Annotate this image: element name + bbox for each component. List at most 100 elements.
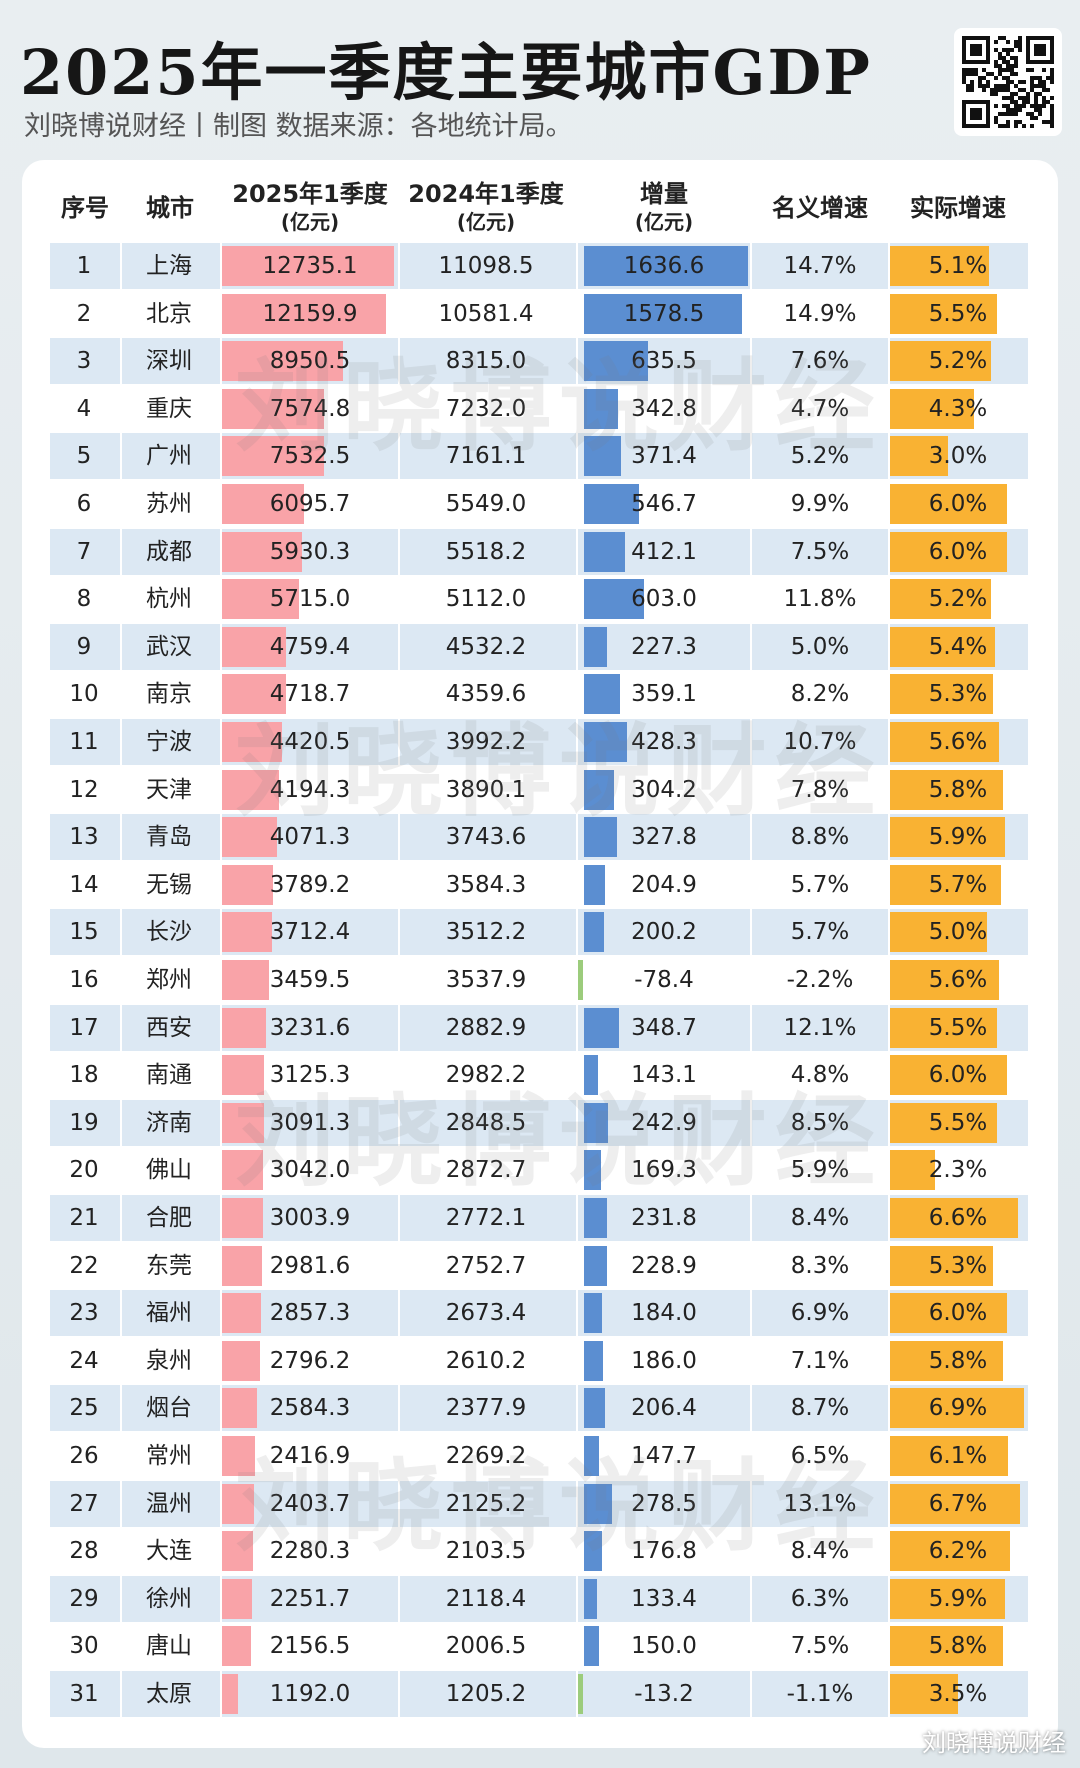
rank-cell: 10: [69, 681, 99, 708]
increment-cell: 348.7: [631, 1014, 697, 1041]
table-row: 11 宁波 4420.5 3992.2 428.3 10.7% 5.6%: [50, 719, 1028, 765]
city-cell: 杭州: [146, 586, 192, 613]
gdp-2024-cell: 5549.0: [445, 491, 527, 517]
table-row: 8 杭州 5715.0 5112.0 603.0 11.8% 5.2%: [50, 576, 1028, 623]
increment-cell: 150.0: [631, 1633, 697, 1660]
gdp-bar: [222, 1245, 263, 1286]
real-growth-bar: [890, 1245, 993, 1286]
increment-cell: 200.2: [631, 919, 697, 946]
increment-bar: [584, 1388, 605, 1429]
city-cell: 徐州: [146, 1585, 192, 1612]
real-growth-cell: 5.8%: [928, 1633, 988, 1660]
rank-cell: 13: [69, 824, 99, 851]
gdp-bar: [222, 722, 282, 762]
table-row: 6 苏州 6095.7 5549.0 546.7 9.9% 6.0%: [50, 481, 1028, 527]
rank-cell: 28: [69, 1538, 99, 1565]
real-growth-bar: [890, 293, 997, 334]
nominal-growth-cell: 8.5%: [790, 1109, 850, 1136]
increment-cell: 342.8: [631, 395, 697, 422]
table-row: 23 福州 2857.3 2673.4 184.0 6.9% 6.0%: [50, 1290, 1028, 1337]
increment-bar: [584, 1626, 600, 1667]
table-row: 24 泉州 2796.2 2610.2 186.0 7.1% 5.8%: [50, 1337, 1028, 1384]
gdp-2024-cell: 2772.1: [445, 1205, 527, 1231]
increment-cell: 278.5: [631, 1490, 697, 1517]
increment-bar: [584, 864, 605, 905]
gdp-bar: [222, 960, 269, 1000]
gdp-2025-cell: 2251.7: [269, 1585, 351, 1612]
city-cell: 青岛: [146, 824, 192, 851]
real-growth-bar: [890, 1578, 1005, 1619]
nominal-growth-cell: 11.8%: [783, 586, 857, 613]
nominal-growth-cell: 6.5%: [790, 1443, 850, 1469]
gdp-2025-cell: 12159.9: [262, 300, 358, 327]
table-row: 19 济南 3091.3 2848.5 242.9 8.5% 5.5%: [50, 1099, 1028, 1146]
real-growth-cell: 6.2%: [928, 1538, 988, 1565]
real-growth-cell: 5.5%: [928, 300, 988, 327]
real-growth-cell: 6.0%: [928, 491, 988, 517]
gdp-bar: [222, 1340, 260, 1381]
gdp-bar: [222, 1102, 264, 1143]
real-growth-bar: [890, 1436, 1009, 1476]
table-row: 10 南京 4718.7 4359.6 359.1 8.2% 5.3%: [50, 671, 1028, 718]
real-growth-cell: 4.3%: [928, 395, 988, 422]
gdp-2024-cell: 10581.4: [438, 300, 534, 327]
rank-cell: 19: [69, 1109, 99, 1136]
table-row: 3 深圳 8950.5 8315.0 635.5 7.6% 5.2%: [50, 338, 1028, 385]
increment-bar: [584, 1531, 602, 1572]
increment-cell: 176.8: [631, 1538, 697, 1565]
real-growth-cell: 6.9%: [928, 1395, 988, 1422]
gdp-2024-cell: 3512.2: [445, 919, 527, 946]
table-row: 22 东莞 2981.6 2752.7 228.9 8.3% 5.3%: [50, 1242, 1028, 1289]
city-cell: 东莞: [146, 1252, 192, 1279]
real-growth-bar: [890, 817, 1005, 858]
gdp-bar: [222, 912, 273, 953]
increment-cell: 428.3: [631, 729, 697, 755]
rank-cell: 18: [69, 1062, 99, 1089]
gdp-bar: [222, 1150, 264, 1191]
table-row: 29 徐州 2251.7 2118.4 133.4 6.3% 5.9%: [50, 1575, 1028, 1622]
gdp-2024-cell: 2377.9: [445, 1395, 527, 1422]
real-growth-bar: [890, 341, 991, 382]
gdp-2025-cell: 2156.5: [269, 1633, 351, 1660]
rank-cell: 9: [76, 633, 92, 660]
city-cell: 深圳: [146, 348, 192, 375]
gdp-2025-cell: 2584.3: [269, 1395, 351, 1422]
table-row: 28 大连 2280.3 2103.5 176.8 8.4% 6.2%: [50, 1528, 1028, 1575]
real-growth-bar: [890, 1483, 1021, 1524]
increment-bar: [584, 817, 617, 858]
increment-cell: 546.7: [631, 491, 697, 517]
nominal-growth-cell: 7.6%: [790, 348, 850, 375]
gdp-bar: [222, 1055, 265, 1096]
gdp-2025-cell: 4194.3: [269, 776, 351, 803]
city-cell: 常州: [146, 1443, 192, 1469]
city-cell: 成都: [146, 538, 192, 565]
increment-cell: 412.1: [631, 538, 697, 565]
city-cell: 大连: [146, 1538, 192, 1565]
increment-bar: [584, 579, 645, 620]
table-row: 1 上海 12735.1 11098.5 1636.6 14.7% 5.1%: [50, 243, 1028, 289]
gdp-2024-cell: 2673.4: [445, 1300, 527, 1327]
increment-cell: 603.0: [631, 586, 697, 613]
real-growth-bar: [890, 1293, 1007, 1334]
increment-cell: -78.4: [634, 967, 694, 993]
nominal-growth-cell: 6.3%: [790, 1585, 850, 1612]
table-row: 13 青岛 4071.3 3743.6 327.8 8.8% 5.9%: [50, 814, 1028, 861]
city-cell: 太原: [146, 1681, 192, 1707]
gdp-2024-cell: 2982.2: [445, 1062, 527, 1089]
real-growth-bar: [890, 722, 999, 762]
gdp-2024-cell: 2610.2: [445, 1347, 527, 1374]
real-growth-cell: 5.8%: [928, 1347, 988, 1374]
rank-cell: 17: [69, 1014, 99, 1041]
gdp-2024-cell: 3890.1: [445, 776, 527, 803]
city-cell: 福州: [146, 1300, 192, 1327]
increment-cell: 231.8: [631, 1205, 697, 1231]
gdp-bar: [222, 579, 300, 620]
real-growth-bar: [890, 769, 1003, 810]
nominal-growth-cell: -1.1%: [786, 1681, 854, 1707]
header-real-growth: 实际增速: [910, 194, 1006, 222]
increment-bar: [584, 1150, 601, 1191]
gdp-2024-cell: 4359.6: [445, 681, 527, 708]
nominal-growth-cell: 5.2%: [790, 443, 850, 470]
gdp-bar: [222, 1436, 255, 1476]
gdp-2025-cell: 2403.7: [269, 1490, 351, 1517]
